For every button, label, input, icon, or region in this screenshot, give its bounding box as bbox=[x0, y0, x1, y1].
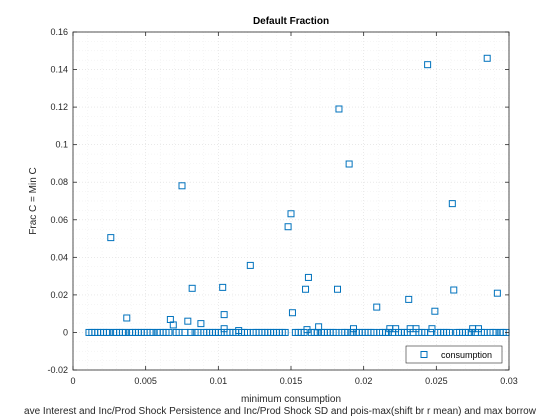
data-point bbox=[335, 105, 343, 113]
y-tick-label: -0.02 bbox=[47, 365, 68, 375]
data-point bbox=[304, 273, 312, 281]
data-point bbox=[424, 61, 432, 69]
data-point bbox=[165, 328, 173, 336]
data-point bbox=[349, 325, 357, 333]
chart-title: Default Fraction bbox=[253, 16, 329, 27]
x-tick-label: 0.01 bbox=[210, 376, 228, 386]
y-tick-label: 0.1 bbox=[55, 140, 68, 150]
y-tick-label: 0 bbox=[63, 327, 68, 337]
data-point bbox=[493, 289, 501, 297]
figure-caption: ave Interest and Inc/Prod Shock Persiste… bbox=[24, 406, 537, 417]
data-point bbox=[235, 327, 243, 335]
data-point bbox=[450, 286, 458, 294]
data-point bbox=[448, 200, 456, 208]
data-point bbox=[288, 309, 296, 317]
data-point bbox=[105, 328, 113, 336]
legend-entry-consumption: consumption bbox=[441, 350, 492, 360]
data-point bbox=[246, 261, 254, 269]
legend-box bbox=[405, 345, 503, 364]
y-axis-label: Frac C = Min C bbox=[28, 167, 39, 235]
x-tick-label: 0.03 bbox=[500, 376, 518, 386]
grid-lines bbox=[72, 31, 510, 371]
data-point bbox=[287, 210, 295, 218]
data-point bbox=[107, 234, 115, 242]
x-axis-ticks: 0 0.005 0.01 0.015 0.02 0.025 0.03 bbox=[70, 32, 518, 386]
x-tick-label: 0.005 bbox=[134, 376, 157, 386]
legend: consumption bbox=[405, 345, 503, 364]
y-tick-label: 0.06 bbox=[50, 215, 68, 225]
data-point bbox=[483, 54, 491, 62]
data-point bbox=[121, 328, 129, 336]
y-tick-label: 0.02 bbox=[50, 290, 68, 300]
data-point bbox=[315, 323, 323, 331]
data-point bbox=[220, 325, 228, 333]
data-point bbox=[428, 325, 436, 333]
data-point bbox=[149, 328, 157, 336]
x-tick-label: 0.015 bbox=[280, 376, 303, 386]
data-point bbox=[348, 328, 356, 336]
data-point bbox=[281, 328, 289, 336]
x-tick-label: 0 bbox=[70, 376, 75, 386]
data-point bbox=[197, 320, 205, 328]
data-point bbox=[187, 328, 195, 336]
data-point bbox=[427, 328, 435, 336]
y-axis-ticks: -0.02 0 0.02 0.04 0.06 0.08 0.1 0.12 0.14 0.16 bbox=[47, 27, 509, 375]
data-point bbox=[220, 311, 228, 319]
data-point bbox=[188, 284, 196, 292]
x-tick-label: 0.02 bbox=[355, 376, 373, 386]
data-point bbox=[344, 328, 352, 336]
data-point bbox=[384, 328, 392, 336]
data-point bbox=[492, 328, 500, 336]
data-point bbox=[405, 295, 413, 303]
y-tick-label: 0.16 bbox=[50, 27, 68, 37]
data-points bbox=[85, 54, 510, 336]
data-point bbox=[412, 325, 420, 333]
data-point bbox=[284, 223, 292, 231]
data-point bbox=[345, 160, 353, 168]
data-point bbox=[178, 182, 186, 190]
data-point bbox=[219, 283, 227, 291]
data-point bbox=[467, 328, 475, 336]
data-point bbox=[445, 328, 453, 336]
data-point bbox=[303, 326, 311, 334]
y-tick-label: 0.08 bbox=[50, 177, 68, 187]
y-tick-label: 0.14 bbox=[50, 65, 68, 75]
data-point bbox=[334, 285, 342, 293]
data-point bbox=[123, 314, 131, 322]
y-tick-label: 0.04 bbox=[50, 252, 68, 262]
y-tick-label: 0.12 bbox=[50, 102, 68, 112]
data-point bbox=[184, 317, 192, 325]
data-point bbox=[474, 325, 482, 333]
data-point bbox=[431, 307, 439, 315]
data-point bbox=[373, 303, 381, 311]
data-point bbox=[169, 321, 177, 329]
legend-marker-square-icon bbox=[420, 351, 428, 358]
x-axis-label: minimum consumption bbox=[241, 394, 341, 405]
data-point bbox=[302, 285, 310, 293]
x-tick-label: 0.025 bbox=[425, 376, 448, 386]
data-point bbox=[392, 325, 400, 333]
